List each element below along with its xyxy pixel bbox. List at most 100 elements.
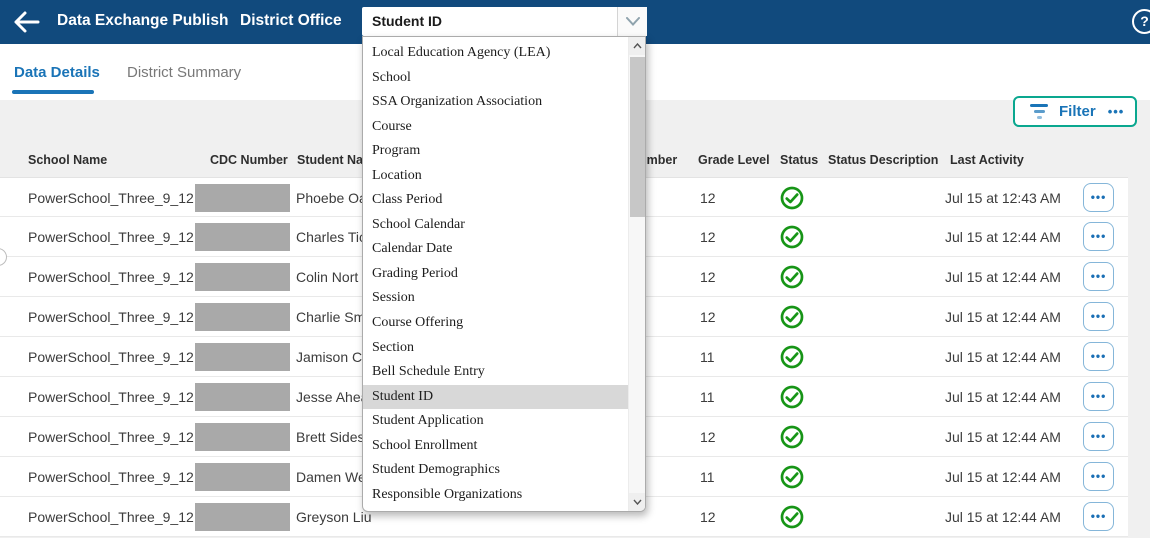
status-check-icon [780,186,804,210]
scrollbar-thumb[interactable] [630,57,645,217]
cell-last-activity: Jul 15 at 12:44 AM [945,337,1061,377]
cell-school-name: PowerSchool_Three_9_12 [28,337,194,377]
scroll-down-icon[interactable] [629,493,646,511]
dropdown-scrollbar[interactable] [628,37,645,511]
dropdown-option[interactable]: School [363,66,629,91]
row-actions-button[interactable]: ••• [1083,422,1114,451]
column-header-school-name: School Name [28,145,107,175]
cell-grade-level: 12 [700,257,716,297]
dropdown-option[interactable]: Session [363,286,629,311]
row-actions-button[interactable]: ••• [1083,502,1114,531]
cell-student-name: Phoebe Oa [296,178,367,218]
dropdown-option[interactable]: Bell Schedule Entry [363,360,629,385]
row-actions-button[interactable]: ••• [1083,462,1114,491]
status-check-icon [780,425,804,449]
cell-student-name: Jamison Ch [296,337,370,377]
dropdown-option[interactable]: Grading Period [363,262,629,287]
redacted-cdc-number [195,184,290,212]
cell-student-name: Jesse Ahea [296,377,368,417]
cell-grade-level: 12 [700,497,716,537]
tab-district-summary[interactable]: District Summary [127,64,241,81]
redacted-cdc-number [195,263,290,291]
status-check-icon [780,225,804,249]
row-actions-button[interactable]: ••• [1083,382,1114,411]
dropdown-option[interactable]: School Calendar [363,213,629,238]
page-title: Data Exchange Publish [57,12,228,30]
cell-last-activity: Jul 15 at 12:44 AM [945,417,1061,457]
cell-last-activity: Jul 15 at 12:44 AM [945,497,1061,537]
cell-last-activity: Jul 15 at 12:44 AM [945,297,1061,337]
scroll-up-icon[interactable] [629,37,646,55]
active-tab-underline [12,90,94,94]
cell-grade-level: 11 [700,337,715,377]
redacted-cdc-number [195,503,290,531]
tab-data-details[interactable]: Data Details [14,64,100,81]
cell-last-activity: Jul 15 at 12:44 AM [945,257,1061,297]
cell-student-name: Greyson Liu [296,497,371,537]
redacted-cdc-number [195,303,290,331]
status-check-icon [780,305,804,329]
row-actions-button[interactable]: ••• [1083,183,1114,212]
dropdown-option[interactable]: SSA Organization Association [363,90,629,115]
status-check-icon [780,505,804,529]
chevron-down-icon[interactable] [617,7,647,36]
cell-school-name: PowerSchool_Three_9_12 [28,178,194,218]
district-office-link[interactable]: District Office [240,12,342,30]
dropdown-option[interactable]: School Enrollment [363,434,629,459]
dropdown-option[interactable]: Student Application [363,409,629,434]
filter-more-options-icon[interactable]: ••• [1108,104,1125,119]
cell-last-activity: Jul 15 at 12:44 AM [945,377,1061,417]
status-check-icon [780,465,804,489]
dropdown-option[interactable]: Calendar Date [363,237,629,262]
row-actions-button[interactable]: ••• [1083,262,1114,291]
cell-school-name: PowerSchool_Three_9_12 [28,457,194,497]
filter-icon [1030,104,1048,120]
row-actions-button[interactable]: ••• [1083,342,1114,371]
cell-grade-level: 12 [700,297,716,337]
entity-type-dropdown-list: Local Education Agency (LEA) School SSA … [362,36,646,512]
cell-grade-level: 11 [700,377,715,417]
cell-grade-level: 12 [700,178,716,218]
cell-grade-level: 12 [700,417,716,457]
column-header-grade-level: Grade Level [698,145,770,175]
status-check-icon [780,385,804,409]
filter-button[interactable]: Filter ••• [1013,96,1137,127]
status-check-icon [780,345,804,369]
cell-school-name: PowerSchool_Three_9_12 [28,417,194,457]
cell-student-name: Charlie Sm [296,297,365,337]
column-header-status-description: Status Description [828,145,938,175]
cell-student-name: Charles Tic [296,217,366,257]
back-arrow-icon[interactable] [12,9,40,35]
cell-grade-level: 11 [700,457,715,497]
entity-type-selected-value: Student ID [372,7,442,36]
row-actions-button[interactable]: ••• [1083,302,1114,331]
entity-type-select[interactable]: Student ID [362,7,647,36]
dropdown-option[interactable]: Class Period [363,188,629,213]
row-actions-button[interactable]: ••• [1083,222,1114,251]
dropdown-option[interactable]: Location [363,164,629,189]
cell-school-name: PowerSchool_Three_9_12 [28,377,194,417]
cell-school-name: PowerSchool_Three_9_12 [28,217,194,257]
redacted-cdc-number [195,423,290,451]
dropdown-option[interactable]: Section [363,336,629,361]
dropdown-option-selected[interactable]: Student ID [363,385,629,410]
dropdown-option[interactable]: Course Offering [363,311,629,336]
cell-student-name: Colin Nort [296,257,358,297]
column-header-last-activity: Last Activity [950,145,1024,175]
cell-school-name: PowerSchool_Three_9_12 [28,497,194,537]
dropdown-option[interactable]: Course [363,115,629,140]
dropdown-option[interactable]: Responsible Organizations [363,483,629,508]
dropdown-option[interactable]: Local Education Agency (LEA) [363,41,629,66]
cell-last-activity: Jul 15 at 12:44 AM [945,217,1061,257]
cell-school-name: PowerSchool_Three_9_12 [28,297,194,337]
status-check-icon [780,265,804,289]
dropdown-option[interactable]: Student Demographics [363,458,629,483]
column-header-status: Status [780,145,818,175]
help-icon[interactable]: ? [1132,9,1150,34]
cell-school-name: PowerSchool_Three_9_12 [28,257,194,297]
redacted-cdc-number [195,343,290,371]
dropdown-option[interactable]: Program [363,139,629,164]
dropdown-options: Local Education Agency (LEA) School SSA … [363,41,629,507]
column-header-cdc-number: CDC Number [210,145,288,175]
cell-last-activity: Jul 15 at 12:43 AM [945,178,1061,218]
